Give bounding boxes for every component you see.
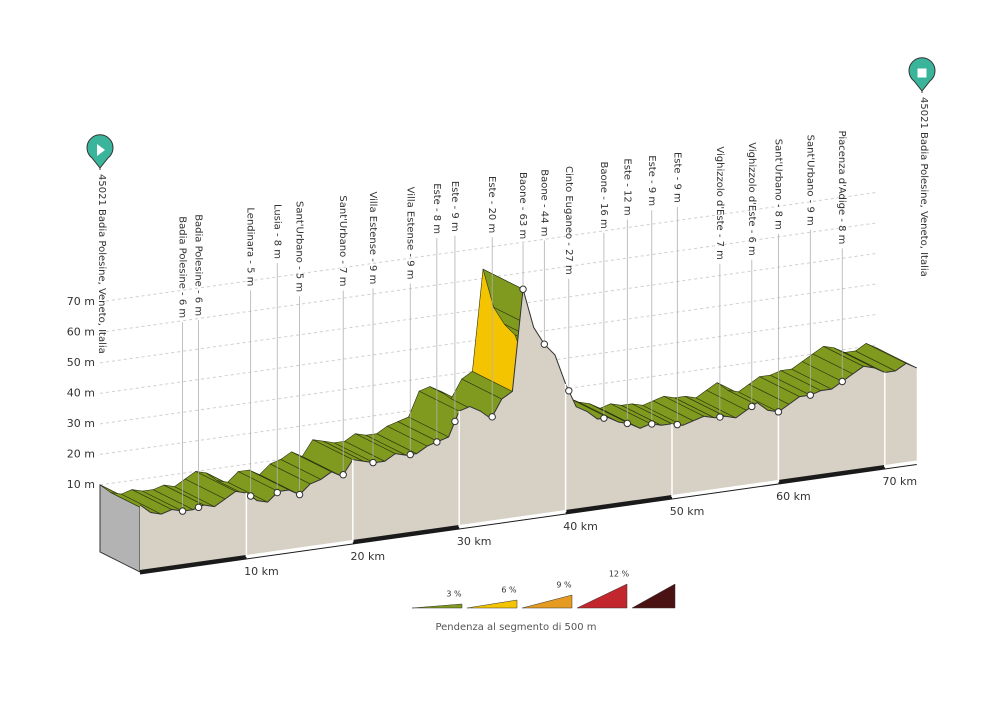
x-tick-label: 10 km <box>244 565 279 578</box>
baseline-edge <box>139 464 917 575</box>
start-icon <box>97 144 105 156</box>
end-label: 45021 Badia Polesine, Veneto, Italia <box>918 97 929 277</box>
profile-line <box>139 289 917 515</box>
waypoint-marker <box>565 387 573 395</box>
waypoint-label: Este - 9 m <box>646 155 657 206</box>
y-tick-label: 30 m <box>67 417 95 430</box>
waypoint-marker <box>194 503 203 512</box>
baseline <box>352 525 460 544</box>
legend-title: Pendenza al segmento di 500 m <box>435 622 596 633</box>
waypoint-marker <box>623 419 632 428</box>
profile-face <box>140 289 917 572</box>
legend-swatch <box>576 583 628 609</box>
y-tick-label: 20 m <box>67 447 95 460</box>
waypoint-marker <box>246 492 255 500</box>
waypoint-label: Villa Estense - 9 m <box>404 187 415 280</box>
y-tick-label: 70 m <box>67 295 95 308</box>
legend-label: 9 % <box>556 581 572 590</box>
baseline <box>671 480 779 499</box>
waypoint-marker <box>673 420 682 429</box>
waypoint-label: Vighizzolo d'Este - 7 m <box>714 146 725 260</box>
baseline <box>565 495 673 514</box>
baseline <box>139 555 247 574</box>
waypoint-marker <box>178 507 187 515</box>
waypoint-label: Cinto Euganeo - 27 m <box>563 166 574 275</box>
waypoint-marker <box>369 458 377 467</box>
waypoint-label: Piacenza d'Adige - 8 m <box>836 131 847 245</box>
waypoint-label: Vighizzolo d'Este - 6 m <box>746 142 757 256</box>
legend-swatch <box>411 603 463 609</box>
legend-swatch <box>466 599 518 609</box>
waypoint-marker <box>295 490 304 499</box>
waypoint-marker <box>540 340 549 348</box>
baseline <box>778 465 886 484</box>
waypoint-label: Este - 9 m <box>449 181 460 232</box>
waypoint-marker <box>488 413 496 421</box>
y-tick-label: 40 m <box>67 386 95 399</box>
waypoint-marker <box>648 420 656 428</box>
x-tick-label: 30 km <box>457 535 492 548</box>
waypoint-marker <box>273 488 281 497</box>
waypoint-label: Lendinara - 5 m <box>245 207 256 286</box>
waypoint-label: Baone - 16 m <box>598 161 609 228</box>
waypoint-marker <box>838 377 846 386</box>
waypoint-label: Sant'Urbano - 5 m <box>294 201 305 292</box>
y-tick-label: 60 m <box>67 325 95 338</box>
waypoint-label: Este - 20 m <box>486 176 497 233</box>
waypoint-label: Este - 9 m <box>671 152 682 203</box>
x-tick-label: 40 km <box>563 520 598 533</box>
x-tick-label: 60 km <box>776 490 811 503</box>
baseline <box>246 540 354 559</box>
waypoint-marker <box>406 450 414 459</box>
legend-label: 12 % <box>609 570 630 579</box>
waypoint-label: Este - 8 m <box>431 183 442 234</box>
x-tick-label: 50 km <box>670 505 705 518</box>
y-tick-label: 10 m <box>67 478 95 491</box>
grid-line <box>99 191 877 303</box>
baseline <box>884 460 917 469</box>
legend-label: 3 % <box>446 590 462 599</box>
x-tick-label: 20 km <box>351 550 386 563</box>
y-tick-label: 50 m <box>67 356 95 369</box>
waypoint-marker <box>716 413 724 421</box>
waypoint-label: Baone - 63 m <box>517 172 528 239</box>
waypoint-label: Sant'Urbano - 7 m <box>337 195 348 286</box>
start-label: 45021 Badia Polesine, Veneto, Italia <box>96 174 107 354</box>
end-icon <box>917 68 927 78</box>
waypoint-marker <box>433 438 441 446</box>
waypoint-label: Badia Polesine - 6 m <box>193 214 204 316</box>
waypoint-label: Sant'Urbano - 9 m <box>804 135 815 226</box>
legend-label: 6 % <box>501 586 517 595</box>
waypoint-marker <box>748 402 756 411</box>
waypoint-label: Baone - 44 m <box>538 169 549 236</box>
waypoint-marker <box>519 285 527 293</box>
x-tick-label: 70 km <box>883 475 918 488</box>
waypoint-label: Este - 12 m <box>621 158 632 215</box>
waypoint-label: Villa Estense - 9 m <box>367 192 378 285</box>
waypoint-marker <box>806 391 815 399</box>
waypoint-marker <box>600 414 608 422</box>
waypoint-marker <box>339 471 347 479</box>
waypoint-marker <box>451 417 459 426</box>
waypoint-label: Lusia - 8 m <box>271 204 282 259</box>
legend-swatch <box>631 583 676 609</box>
baseline <box>458 510 566 529</box>
waypoint-label: Sant'Urbano - 8 m <box>772 139 783 230</box>
waypoint-marker <box>774 408 783 416</box>
legend-swatch <box>521 594 573 609</box>
waypoint-label: Badia Polesine - 6 m <box>177 216 188 318</box>
